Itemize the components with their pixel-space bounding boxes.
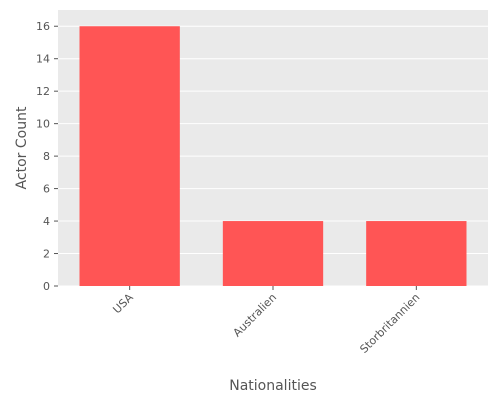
y-tick-label: 6: [43, 183, 50, 196]
y-axis-ticks: 0 2 4 6 8 10 12 14 16: [36, 20, 58, 293]
y-tick-label: 16: [36, 20, 50, 33]
y-tick-label: 12: [36, 85, 50, 98]
bar-usa: [79, 26, 180, 287]
x-tick-label: USA: [110, 291, 136, 317]
x-tick-label: Australien: [231, 291, 280, 340]
y-axis-title: Actor Count: [14, 106, 30, 189]
y-tick-label: 14: [36, 53, 50, 66]
y-tick-label: 4: [43, 215, 50, 228]
x-axis-ticks: USA Australien Storbritannien: [110, 286, 422, 356]
y-tick-label: 10: [36, 118, 50, 131]
bar-storbritannien: [366, 221, 467, 286]
y-tick-label: 0: [43, 280, 50, 293]
x-axis-title: Nationalities: [229, 378, 317, 394]
bar-australien: [222, 221, 324, 286]
y-tick-label: 8: [43, 150, 50, 163]
x-tick-label: Storbritannien: [357, 291, 422, 356]
bars: [79, 26, 467, 287]
y-tick-label: 2: [43, 248, 50, 261]
